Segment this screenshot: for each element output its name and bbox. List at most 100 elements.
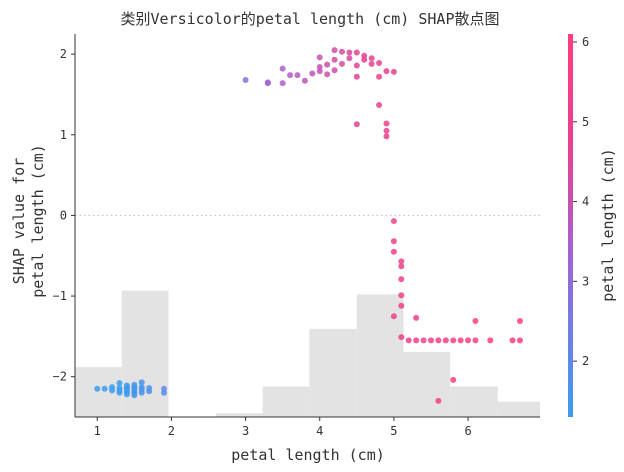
data-point [390,248,397,255]
data-point [338,48,345,55]
data-point [420,337,427,344]
data-point [442,337,449,344]
data-point [116,380,123,387]
y-axis-title-line-1: SHAP value for [10,158,28,284]
data-point [376,73,383,80]
data-point [427,337,434,344]
data-point [361,52,368,59]
x-axis-ticks: 1 2 3 4 5 6 [94,417,472,438]
data-point [376,60,383,67]
data-point [101,385,108,392]
x-tick-label: 3 [242,424,249,438]
data-point [287,72,294,79]
data-point [368,60,375,67]
data-point [94,385,101,392]
data-point [472,337,479,344]
data-point [435,337,442,344]
data-point [309,70,316,77]
data-point [398,302,405,309]
colorbar-tick-label: 4 [582,195,589,209]
data-point [338,60,345,67]
data-point [368,55,375,62]
colorbar-tick-label: 5 [582,115,589,129]
data-point [509,337,516,344]
histogram-bar [450,386,498,417]
y-tick-label: 1 [60,128,67,142]
data-point [138,389,145,396]
histogram-bar [121,290,169,417]
data-point [301,77,308,84]
data-point [346,55,353,62]
data-point [435,397,442,404]
colorbar-tick-label: 3 [582,274,589,288]
points-layer [94,47,523,404]
y-tick-label: −1 [53,289,67,303]
data-point [109,387,116,394]
data-point [316,54,323,61]
histogram-bar [356,294,404,417]
data-point [331,56,338,63]
histogram-layer [75,290,540,417]
chart-title: 类别Versicolor的petal length (cm) SHAP散点图 [121,10,500,28]
data-point [353,49,360,56]
histogram-bar [309,328,357,417]
data-point [383,120,390,127]
colorbar-title: petal length (cm) [599,148,617,302]
data-point [353,73,360,80]
y-axis-title-line-2: petal length (cm) [29,144,47,298]
data-point [398,258,405,265]
colorbar-tick-label: 2 [582,354,589,368]
data-point [383,127,390,134]
data-point [516,318,523,325]
x-tick-label: 5 [390,424,397,438]
data-point [324,61,331,68]
histogram-bar [403,351,451,417]
data-point [346,49,353,56]
data-point [465,337,472,344]
data-point [242,76,249,83]
histogram-bar [75,367,122,417]
data-point [457,337,464,344]
data-point [294,72,301,79]
x-axis-title: petal length (cm) [231,446,385,464]
data-point [146,388,153,395]
colorbar [568,34,573,417]
data-point [353,62,360,69]
data-point [405,337,412,344]
data-point [390,313,397,320]
y-axis-ticks: −2 −1 0 1 2 [53,47,75,384]
data-point [487,337,494,344]
x-tick-label: 4 [316,424,323,438]
data-point [450,376,457,383]
x-tick-label: 2 [168,424,175,438]
histogram-bar [262,386,310,417]
data-point [383,68,390,75]
data-point [123,391,130,398]
data-point [383,133,390,140]
data-point [116,389,123,396]
y-tick-label: −2 [53,370,67,384]
y-tick-label: 0 [60,208,67,222]
data-point [316,64,323,71]
data-point [264,79,271,86]
colorbar-ticks: 2 3 4 5 6 [573,35,589,368]
data-point [472,318,479,325]
x-tick-label: 6 [464,424,471,438]
data-point [390,218,397,225]
data-point [413,314,420,321]
data-point [390,68,397,75]
data-point [398,292,405,299]
y-tick-label: 2 [60,47,67,61]
data-point [324,71,331,78]
data-point [138,379,145,386]
histogram-bar [497,401,540,417]
histogram-bar [215,413,263,417]
data-point [398,263,405,270]
data-point [279,80,286,87]
data-point [160,389,167,396]
data-point [390,238,397,245]
data-point [516,337,523,344]
data-point [331,67,338,74]
data-point [331,47,338,54]
